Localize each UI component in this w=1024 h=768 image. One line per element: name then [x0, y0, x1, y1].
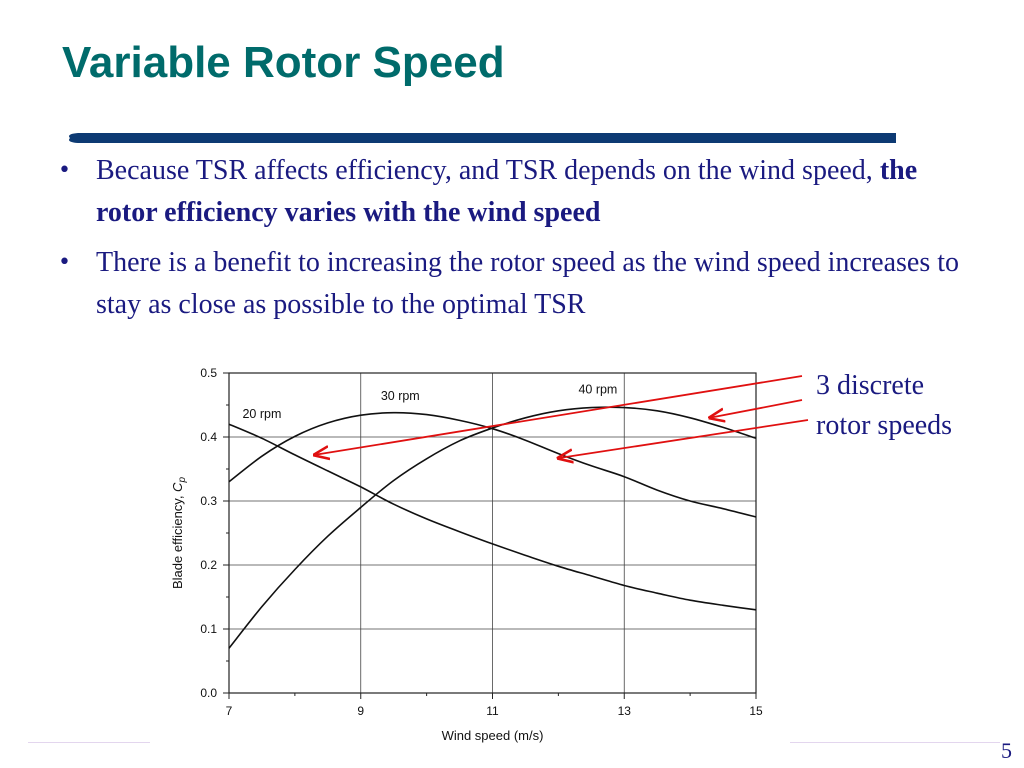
- title-underline-stroke: [69, 133, 896, 143]
- x-axis-label: Wind speed (m/s): [442, 728, 544, 743]
- series-label: 40 rpm: [578, 382, 617, 396]
- slide-title: Variable Rotor Speed: [62, 38, 505, 87]
- callout-line-1: 3 discrete: [816, 370, 925, 401]
- title-underline: [69, 133, 896, 143]
- bullet-list: • Because TSR affects efficiency, and TS…: [58, 150, 978, 334]
- chart-grid: [228, 372, 757, 694]
- bullet-text: Because TSR affects efficiency, and TSR …: [96, 155, 880, 186]
- bullet-item: • There is a benefit to increasing the r…: [58, 242, 978, 326]
- y-tick-label: 0.5: [200, 366, 217, 380]
- x-tick-label: 11: [486, 704, 499, 718]
- series-label: 20 rpm: [242, 407, 281, 421]
- x-tick-label: 9: [357, 704, 364, 718]
- bullet-dot-icon: •: [58, 250, 71, 275]
- x-axis: 7 9 11 13 15: [226, 693, 763, 718]
- slide-number: 5: [1001, 738, 1012, 763]
- rotor-speeds-callout: 3 discrete rotor speeds: [816, 366, 952, 446]
- y-axis-label-symbol: C: [170, 482, 185, 492]
- y-tick-label: 0.1: [200, 622, 217, 636]
- y-tick-label: 0.2: [200, 558, 217, 572]
- footer-line-left: [28, 742, 150, 743]
- bullet-bold-text: the rotor efficiency varies with the win…: [96, 155, 918, 228]
- y-tick-label: 0.0: [200, 686, 217, 700]
- y-axis-label-subscript: p: [177, 477, 188, 484]
- y-axis: 0.0 0.1 0.2 0.3 0.4 0.5: [200, 366, 229, 700]
- bullet-item: • Because TSR affects efficiency, and TS…: [58, 150, 978, 234]
- x-tick-label: 15: [749, 704, 763, 718]
- series-line-20-rpm: [228, 423, 757, 611]
- bullet-text: There is a benefit to increasing the rot…: [96, 247, 960, 320]
- x-tick-label: 7: [226, 704, 233, 718]
- bullet-dot-icon: •: [58, 158, 71, 183]
- y-tick-label: 0.4: [200, 430, 217, 444]
- callout-line-2: rotor speeds: [816, 410, 953, 441]
- series-label: 30 rpm: [381, 389, 420, 403]
- y-axis-label-text: Blade efficiency,: [170, 492, 185, 589]
- footer-line-right: [790, 742, 1000, 743]
- y-tick-label: 0.3: [200, 494, 217, 508]
- y-axis-label: Blade efficiency, Cp: [170, 477, 188, 589]
- x-tick-label: 13: [618, 704, 632, 718]
